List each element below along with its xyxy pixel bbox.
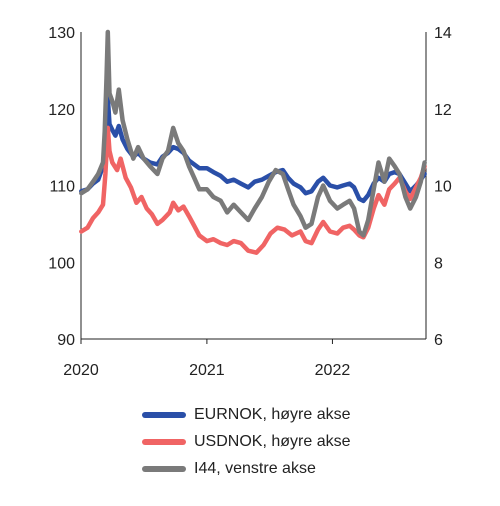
right-tick-label: 10 — [434, 179, 452, 196]
right-tick-label: 12 — [434, 102, 452, 119]
legend-label-eurnok: EURNOK, høyre akse — [194, 405, 351, 423]
legend-swatch-i44 — [142, 465, 186, 472]
right-tick-label: 8 — [434, 255, 443, 272]
left-tick-label: 90 — [57, 332, 75, 349]
legend-item-usdnok: USDNOK, høyre akse — [142, 429, 402, 454]
left-tick-label: 120 — [48, 102, 75, 119]
left-tick-label: 110 — [49, 179, 75, 196]
legend-label-i44: I44, venstre akse — [194, 459, 316, 477]
legend-swatch-eurnok — [142, 411, 186, 418]
chart-axes — [80, 32, 427, 344]
legend-label-usdnok: USDNOK, høyre akse — [194, 432, 351, 450]
left-tick-label: 130 — [48, 25, 75, 42]
series-line-0 — [79, 94, 427, 204]
left-tick-label: 100 — [48, 255, 75, 272]
right-tick-label: 6 — [434, 332, 443, 349]
series-line-1 — [79, 125, 427, 255]
legend-swatch-usdnok — [142, 438, 186, 445]
chart-series — [79, 29, 427, 255]
x-tick-label: 2020 — [63, 362, 99, 379]
legend-item-eurnok: EURNOK, høyre akse — [142, 402, 402, 427]
legend-item-i44: I44, venstre akse — [142, 456, 402, 481]
chart-tick-labels: 90 100 110 120 130 6 8 10 12 14 2020 2021 2022 — [48, 25, 452, 379]
chart-legend: EURNOK, høyre akse USDNOK, høyre akse I4… — [142, 402, 402, 483]
x-tick-label: 2021 — [189, 362, 225, 379]
x-tick-label: 2022 — [315, 362, 351, 379]
series-line-2 — [79, 29, 427, 238]
right-tick-label: 14 — [434, 25, 452, 42]
